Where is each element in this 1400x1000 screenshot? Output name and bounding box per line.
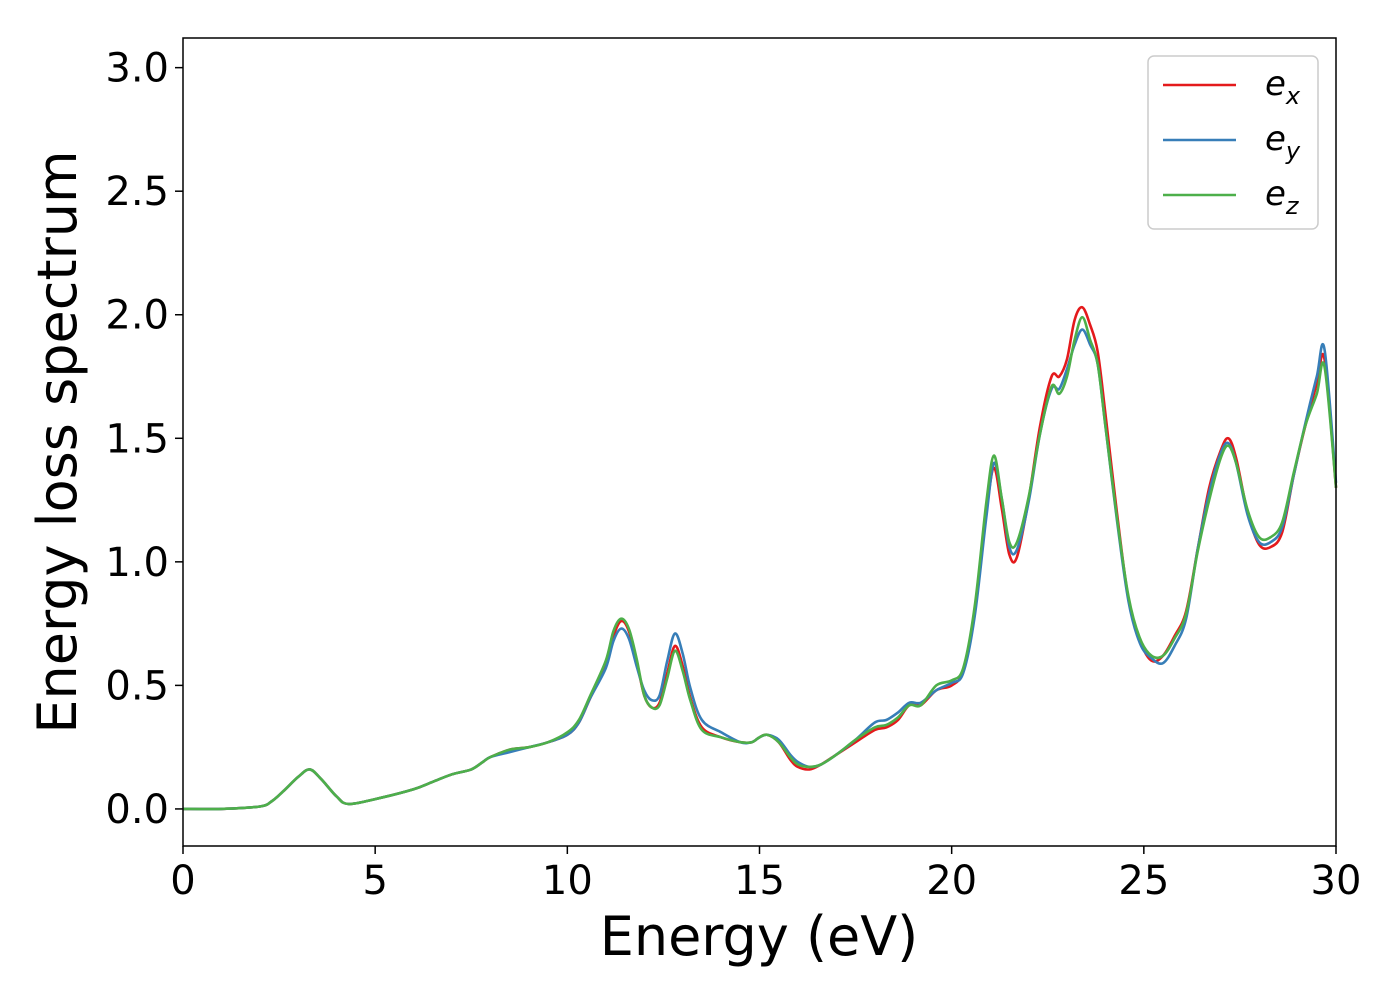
y-tick-label: 1.5 xyxy=(105,416,169,462)
y-axis-label: Energy loss spectrum xyxy=(26,150,89,733)
x-axis: 0 5 10 15 20 25 30 xyxy=(170,846,1361,904)
x-tick-label: 25 xyxy=(1118,858,1169,904)
series-layer xyxy=(182,305,1338,811)
x-tick-label: 15 xyxy=(734,858,785,904)
legend-label-ey: ey xyxy=(1265,119,1301,165)
legend-label-ez: ez xyxy=(1265,174,1300,220)
y-tick-label: 1.0 xyxy=(105,540,169,586)
y-tick-label: 0.0 xyxy=(105,787,169,833)
series-line-ez xyxy=(182,315,1338,811)
x-tick-label: 5 xyxy=(362,858,387,904)
x-tick-label: 0 xyxy=(170,858,195,904)
y-tick-label: 0.5 xyxy=(105,663,169,709)
legend-label-base: e xyxy=(1265,174,1286,214)
legend-label-base: e xyxy=(1265,119,1286,159)
x-tick-label: 30 xyxy=(1311,858,1362,904)
y-tick-label: 3.0 xyxy=(105,46,169,92)
legend-label-ex: ex xyxy=(1265,64,1301,110)
y-tick-label: 2.5 xyxy=(105,169,169,215)
y-axis: 0.0 0.5 1.0 1.5 2.0 2.5 3.0 xyxy=(105,46,183,833)
x-axis-label: Energy (eV) xyxy=(600,905,919,968)
legend-label-base: e xyxy=(1265,64,1286,104)
y-tick-label: 2.0 xyxy=(105,293,169,339)
x-tick-label: 20 xyxy=(926,858,977,904)
legend-label-subscript: y xyxy=(1285,137,1301,165)
legend-box xyxy=(1147,55,1319,230)
legend-label-subscript: x xyxy=(1285,82,1301,110)
series-line-ex xyxy=(182,305,1338,811)
x-tick-label: 10 xyxy=(542,858,593,904)
legend-label-subscript: z xyxy=(1285,192,1300,220)
